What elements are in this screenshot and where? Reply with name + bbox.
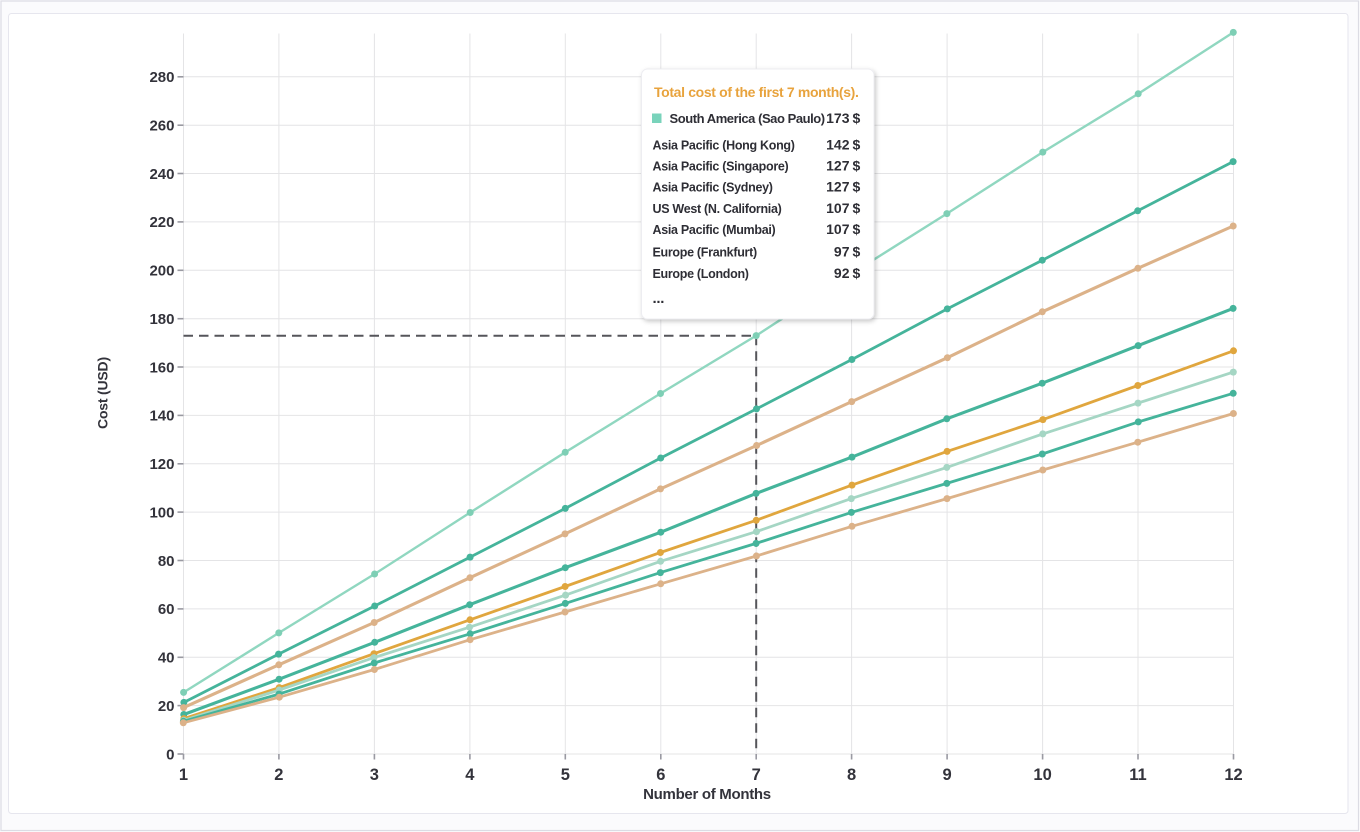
svg-text:3: 3 <box>370 766 379 784</box>
svg-text:5: 5 <box>561 766 570 784</box>
svg-text:180: 180 <box>149 311 174 328</box>
svg-text:60: 60 <box>158 601 175 618</box>
svg-text:$: $ <box>853 158 861 174</box>
svg-text:Asia Pacific (Singapore): Asia Pacific (Singapore) <box>653 160 789 174</box>
svg-text:4: 4 <box>465 766 475 784</box>
svg-text:173: 173 <box>826 110 850 126</box>
svg-text:Number of Months: Number of Months <box>643 786 771 803</box>
svg-text:$: $ <box>853 244 861 260</box>
svg-text:240: 240 <box>149 166 174 183</box>
svg-text:80: 80 <box>158 553 175 570</box>
svg-text:Total cost of the first 7 mont: Total cost of the first 7 month(s). <box>654 84 859 100</box>
svg-text:280: 280 <box>149 69 174 86</box>
svg-text:1: 1 <box>179 766 188 784</box>
svg-text:$: $ <box>853 200 861 216</box>
svg-text:200: 200 <box>149 263 174 280</box>
svg-text:20: 20 <box>158 698 175 715</box>
svg-text:Europe (London): Europe (London) <box>653 267 749 281</box>
svg-text:Asia Pacific (Sydney): Asia Pacific (Sydney) <box>653 181 773 195</box>
svg-text:120: 120 <box>149 456 174 473</box>
svg-text:Asia Pacific (Hong Kong): Asia Pacific (Hong Kong) <box>653 139 795 153</box>
svg-text:South America (Sao Paulo): South America (Sao Paulo) <box>670 111 825 126</box>
svg-text:$: $ <box>853 265 861 281</box>
svg-text:2: 2 <box>274 766 283 784</box>
svg-text:127: 127 <box>826 158 850 174</box>
svg-text:260: 260 <box>149 118 174 135</box>
svg-text:11: 11 <box>1129 766 1146 784</box>
svg-text:140: 140 <box>149 408 174 425</box>
svg-text:12: 12 <box>1224 766 1242 784</box>
svg-text:9: 9 <box>943 766 952 784</box>
svg-text:100: 100 <box>149 504 174 521</box>
svg-text:US West (N. California): US West (N. California) <box>653 202 782 216</box>
svg-text:$: $ <box>853 110 861 126</box>
svg-text:142: 142 <box>826 137 850 153</box>
svg-text:127: 127 <box>826 179 850 195</box>
svg-text:92: 92 <box>834 265 850 281</box>
svg-text:$: $ <box>853 137 861 153</box>
svg-text:Cost (USD): Cost (USD) <box>95 357 111 429</box>
svg-text:Asia Pacific (Mumbai): Asia Pacific (Mumbai) <box>653 223 776 237</box>
svg-text:$: $ <box>853 221 861 237</box>
svg-text:7: 7 <box>752 766 761 784</box>
svg-text:Europe (Frankfurt): Europe (Frankfurt) <box>653 246 757 260</box>
svg-text:40: 40 <box>158 650 175 667</box>
svg-text:220: 220 <box>149 214 174 231</box>
svg-text:$: $ <box>853 179 861 195</box>
svg-text:107: 107 <box>826 200 850 216</box>
svg-text:6: 6 <box>656 766 665 784</box>
svg-text:0: 0 <box>166 746 174 763</box>
svg-text:97: 97 <box>834 244 850 260</box>
svg-text:160: 160 <box>149 359 174 376</box>
svg-text:...: ... <box>653 290 665 307</box>
svg-text:10: 10 <box>1033 766 1051 784</box>
svg-text:107: 107 <box>826 221 850 237</box>
svg-text:8: 8 <box>847 766 856 784</box>
